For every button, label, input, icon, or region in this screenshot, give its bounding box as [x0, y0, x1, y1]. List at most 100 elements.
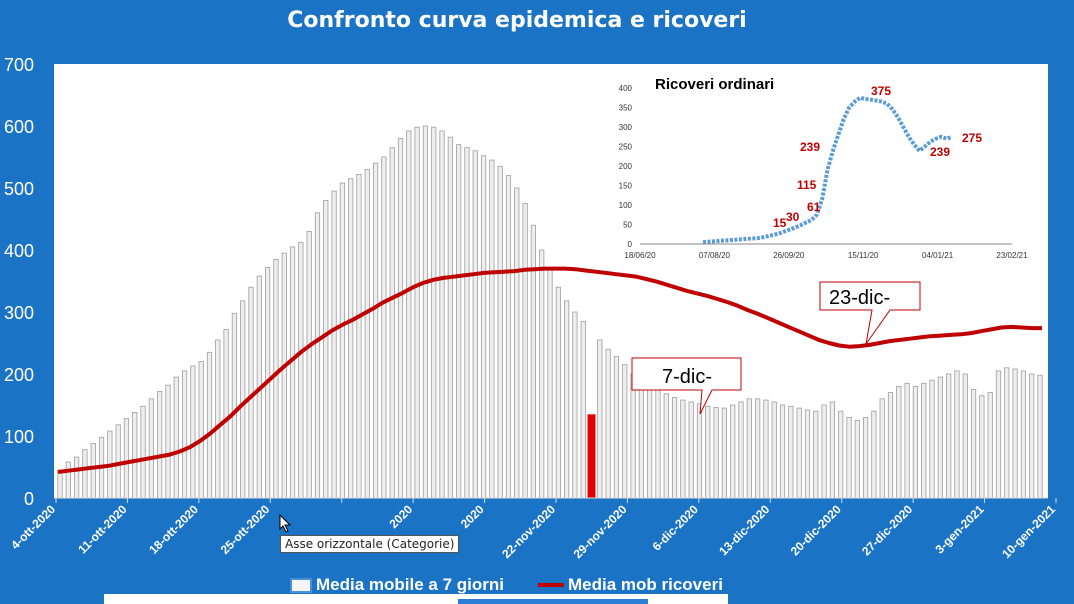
x-tick-label: 4-ott-2020 — [8, 502, 58, 552]
bar — [887, 392, 894, 499]
bar — [738, 401, 744, 499]
bar — [339, 182, 345, 499]
bar — [190, 365, 196, 499]
bar — [331, 190, 337, 499]
x-tick-label: 20-dic-2020 — [788, 502, 844, 558]
bar — [796, 407, 802, 499]
inset-y-tick-label: 100 — [619, 201, 633, 210]
y-tick-label: 100 — [4, 427, 34, 447]
bar — [206, 351, 213, 499]
bar — [862, 416, 869, 499]
bar — [480, 155, 487, 499]
bar — [954, 370, 960, 499]
y-tick-label: 500 — [4, 179, 34, 199]
bar — [555, 286, 561, 499]
bar — [215, 339, 221, 499]
bar — [505, 175, 512, 499]
bar — [746, 398, 752, 499]
callout-7-dic: 7-dic- — [631, 357, 742, 415]
legend-line-label: Media mob ricoveri — [567, 575, 723, 594]
bar — [912, 385, 919, 499]
bar — [414, 126, 420, 499]
bar — [74, 456, 80, 499]
bar-highlight — [587, 414, 596, 498]
bar — [921, 382, 927, 499]
bar — [231, 312, 238, 499]
bar — [962, 373, 968, 499]
bar — [655, 389, 661, 499]
inset-chart: Ricoveri ordinari 0 50 100 150 200 250 300 350 4… — [608, 68, 1044, 268]
callout-7-dic-label: 7-dic- — [662, 366, 712, 388]
inset-ricoveri-line — [702, 95, 953, 245]
bar — [979, 395, 985, 499]
bar — [472, 150, 478, 499]
bar — [821, 404, 827, 499]
bar — [198, 361, 204, 499]
bottom-panel-button[interactable] — [458, 599, 648, 604]
bottom-panel — [104, 594, 728, 604]
bar — [680, 399, 686, 499]
bar — [281, 252, 287, 499]
bar — [148, 398, 154, 499]
bar — [240, 300, 246, 499]
x-tick-label: 29-nov-2020 — [571, 502, 630, 561]
bar — [539, 249, 545, 499]
inset-y-tick-label: 350 — [619, 104, 633, 113]
inset-x-tick-label: 26/09/20 — [773, 251, 805, 260]
inset-annotation: 30 — [786, 210, 800, 224]
x-tick-label: 13-dic-2020 — [716, 502, 772, 558]
bar — [497, 165, 503, 499]
x-tick-label: 2020 — [386, 502, 415, 531]
bar — [779, 404, 786, 499]
bar — [1037, 374, 1043, 499]
bar — [705, 405, 711, 499]
bar — [946, 373, 952, 499]
x-tick-label: 25-ott-2020 — [218, 502, 273, 557]
bar — [713, 407, 719, 499]
inset-annotation: 15 — [773, 216, 787, 230]
x-tick-label: 10-gen-2021 — [999, 502, 1058, 561]
bar — [813, 410, 819, 499]
bar — [356, 173, 362, 499]
x-tick-label: 6-dic-2020 — [650, 502, 702, 554]
y-tick-label: 0 — [24, 489, 34, 509]
bar — [838, 410, 844, 499]
x-tick-label: 2020 — [458, 502, 487, 531]
inset-y-tick-label: 250 — [619, 143, 633, 152]
inset-x-tick-label: 07/08/20 — [699, 251, 731, 260]
x-tick-label: 22-nov-2020 — [499, 502, 558, 561]
bar — [422, 125, 429, 499]
inset-title: Ricoveri ordinari — [655, 76, 774, 93]
bar — [721, 407, 728, 499]
bar — [406, 130, 412, 499]
inset-annotation: 239 — [930, 145, 950, 159]
bar — [115, 424, 121, 499]
legend-item-line: Media mob ricoveri — [537, 575, 723, 595]
bar — [165, 384, 171, 499]
bar — [970, 389, 977, 499]
inset-annotation: 375 — [871, 84, 891, 98]
inset-y-tick-label: 0 — [628, 240, 633, 249]
inset-annotation: 275 — [962, 131, 982, 145]
bar — [663, 393, 669, 499]
bar — [1029, 373, 1035, 499]
bar — [638, 378, 644, 499]
x-tick-label: 27-dic-2020 — [859, 502, 915, 558]
x-tick-label: 18-ott-2020 — [146, 502, 201, 557]
inset-annotations: 15 30 61 115 239 375 239 275 — [773, 84, 982, 230]
x-tick-label: 3-gen-2021 — [932, 502, 986, 556]
bar — [447, 136, 453, 499]
bar — [846, 416, 852, 499]
bar — [896, 385, 902, 499]
bar — [788, 405, 794, 499]
legend-line-swatch — [537, 583, 564, 587]
bar — [389, 147, 395, 499]
legend-item-bars: Media mobile a 7 giorni — [290, 575, 504, 595]
legend: Media mobile a 7 giorni Media mob ricove… — [290, 572, 757, 598]
inset-annotation: 239 — [800, 140, 820, 154]
page-title: Confronto curva epidemica e ricoveri — [287, 8, 747, 33]
bar — [157, 390, 163, 499]
bar — [730, 404, 736, 499]
x-axis: 4-ott-2020 11-ott-2020 18-ott-2020 25-ott-2… — [8, 498, 1058, 561]
